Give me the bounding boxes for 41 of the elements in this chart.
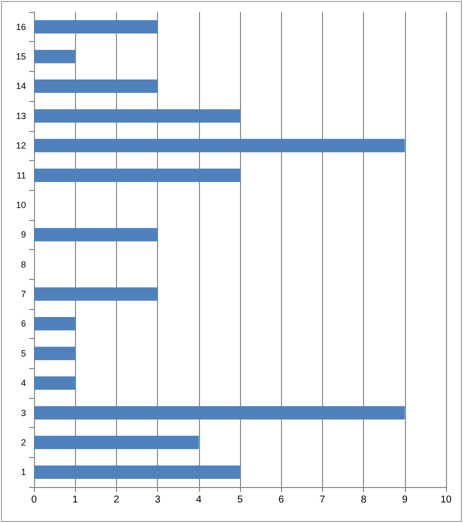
x-tick-label: 6 xyxy=(278,494,284,506)
x-tick-label: 10 xyxy=(440,494,452,506)
y-tick-label: 8 xyxy=(20,259,26,270)
x-tick-label: 2 xyxy=(114,494,120,506)
y-tick-label: 7 xyxy=(20,289,26,300)
x-tick-label: 9 xyxy=(402,494,408,506)
bar xyxy=(34,406,405,420)
bar xyxy=(34,465,240,479)
y-tick-label: 15 xyxy=(16,52,26,62)
bar xyxy=(34,228,158,242)
x-tick-label: 8 xyxy=(360,494,367,506)
y-tick-label: 14 xyxy=(16,81,26,92)
x-tick-label: 7 xyxy=(320,494,326,506)
bar xyxy=(34,287,158,301)
y-tick-label: 12 xyxy=(16,140,26,151)
bar xyxy=(34,50,76,64)
bar xyxy=(34,168,240,182)
y-tick-label: 2 xyxy=(20,437,26,448)
x-tick-label: 0 xyxy=(31,494,38,506)
bar xyxy=(34,20,158,34)
y-tick-label: 1 xyxy=(20,467,26,478)
y-tick-label: 10 xyxy=(16,200,26,210)
x-tick-label: 1 xyxy=(72,494,78,506)
y-tick-label: 16 xyxy=(16,22,26,32)
bar xyxy=(34,317,76,330)
bar xyxy=(34,376,76,390)
bar xyxy=(34,346,76,360)
x-tick-label: 3 xyxy=(154,494,161,506)
y-tick-label: 11 xyxy=(16,170,26,180)
x-tick-label: 4 xyxy=(196,494,202,506)
x-tick-label: 5 xyxy=(237,494,244,506)
y-tick-label: 3 xyxy=(20,408,26,418)
y-tick-label: 9 xyxy=(20,230,26,240)
y-tick-label: 6 xyxy=(20,318,26,329)
bar xyxy=(34,80,158,93)
bar xyxy=(34,138,405,152)
y-tick-label: 5 xyxy=(20,348,26,358)
y-tick-label: 13 xyxy=(16,110,26,121)
bar xyxy=(34,109,240,123)
y-tick-label: 4 xyxy=(20,378,26,388)
bar xyxy=(34,436,199,450)
